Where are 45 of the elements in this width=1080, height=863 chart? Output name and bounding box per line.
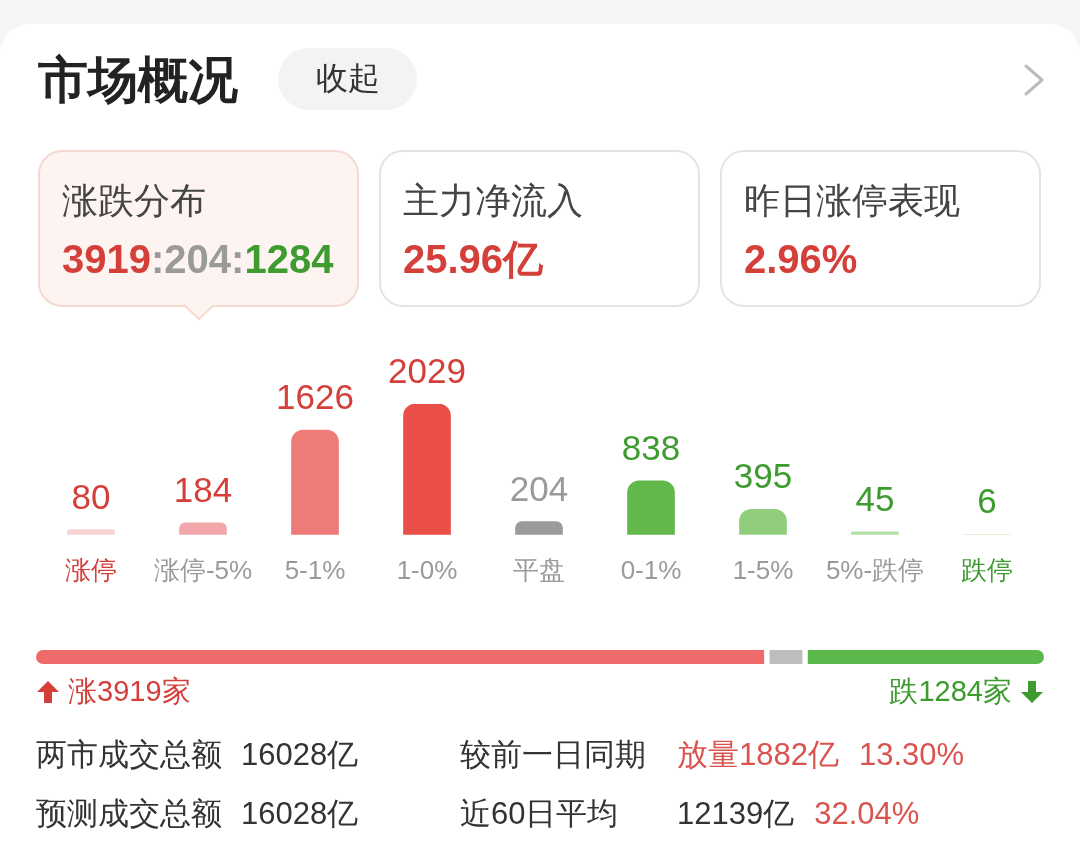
bar xyxy=(179,522,227,535)
text: 16028亿 xyxy=(241,796,359,831)
text: 主力净流入 xyxy=(403,180,583,222)
data-label: 6 xyxy=(977,481,997,521)
x-tick-label: 涨停-5% xyxy=(153,554,253,585)
bar xyxy=(515,521,563,535)
data-label: 2029 xyxy=(388,351,466,390)
x-tick-label: 5%-跌停 xyxy=(825,554,925,585)
text: 放量1882亿 xyxy=(677,736,839,774)
data-label: 45 xyxy=(855,478,895,518)
text: 16028亿 xyxy=(241,737,359,772)
text: 市场概况 xyxy=(38,51,238,110)
x-tick-label: 跌停 xyxy=(961,554,1013,585)
text: 13.30% xyxy=(858,736,965,774)
data-label: 184 xyxy=(173,469,233,509)
x-tick-label: 5-1% xyxy=(284,554,346,585)
bar xyxy=(403,404,451,535)
text: 近60日平均 xyxy=(460,796,619,831)
data-label: 204 xyxy=(509,468,569,508)
text: 2.96% xyxy=(744,236,858,282)
x-tick-label: 0-1% xyxy=(620,554,682,585)
data-label: 80 xyxy=(71,476,111,516)
text: 涨跌分布 xyxy=(62,180,206,222)
text: 涨3919家 xyxy=(68,674,191,709)
bar xyxy=(291,429,339,535)
x-tick-label: 1-5% xyxy=(732,554,794,585)
text: 12139亿 xyxy=(677,795,795,833)
data-label: 838 xyxy=(621,427,681,467)
text: 昨日涨停表现 xyxy=(744,180,960,222)
bar xyxy=(627,480,675,535)
data-label: 1626 xyxy=(276,376,354,416)
text: 较前一日同期 xyxy=(460,737,646,772)
bar xyxy=(67,529,115,535)
text: 预测成交总额 xyxy=(36,796,222,831)
collapse-button: 收起 xyxy=(278,48,417,110)
text: 32.04% xyxy=(814,795,920,833)
x-tick-label: 1-0% xyxy=(396,554,458,585)
text: 跌1284家 xyxy=(889,674,1012,709)
text: 25.96亿 xyxy=(403,236,544,282)
x-tick-label: 涨停 xyxy=(65,554,117,585)
text: 3919:204:1284 xyxy=(62,237,334,281)
x-tick-label: 平盘 xyxy=(513,554,565,585)
data-label: 395 xyxy=(733,456,793,496)
bar xyxy=(739,509,787,535)
text: 两市成交总额 xyxy=(36,737,222,772)
